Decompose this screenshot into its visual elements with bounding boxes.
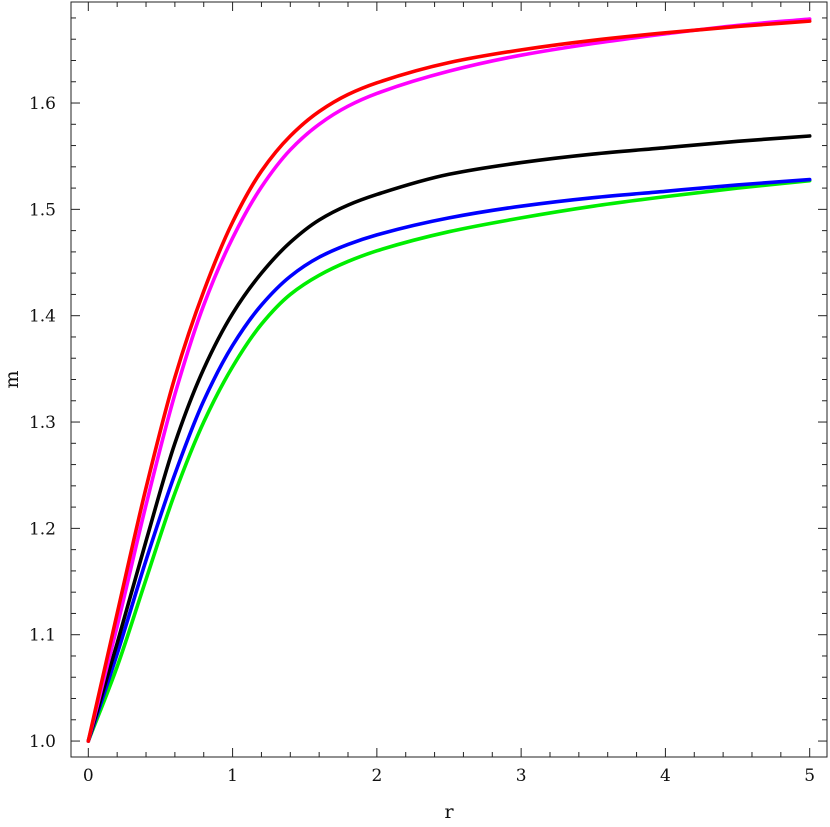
y-tick-label: 1.3 [29, 413, 56, 433]
plot-border [70, 1, 828, 758]
series-line [86, 134, 812, 743]
x-tick-label: 4 [660, 766, 671, 786]
x-tick-label: 1 [227, 766, 238, 786]
y-tick-label: 1.6 [29, 94, 56, 114]
y-tick-label: 1.0 [29, 732, 56, 752]
y-tick-label: 1.5 [29, 200, 56, 220]
series-layer [86, 17, 812, 743]
series-line [86, 17, 812, 743]
x-tick-label: 0 [83, 766, 94, 786]
x-axis-title: r [444, 801, 454, 823]
y-tick-label: 1.4 [29, 307, 56, 327]
x-tick-label: 5 [804, 766, 815, 786]
y-axis-title: m [1, 370, 23, 388]
series-line [86, 19, 812, 743]
series-line [86, 177, 812, 743]
y-axis-ticks: 1.0 1.1 1.2 1.3 1.4 1.5 1.6 [29, 17, 827, 752]
y-tick-label: 1.1 [29, 626, 56, 646]
series-line [86, 178, 812, 743]
y-tick-label: 1.2 [29, 519, 56, 539]
plot-frame [70, 1, 828, 758]
x-tick-label: 3 [516, 766, 527, 786]
x-axis-ticks: 0 1 2 3 4 5 [83, 2, 815, 786]
x-tick-label: 2 [371, 766, 382, 786]
